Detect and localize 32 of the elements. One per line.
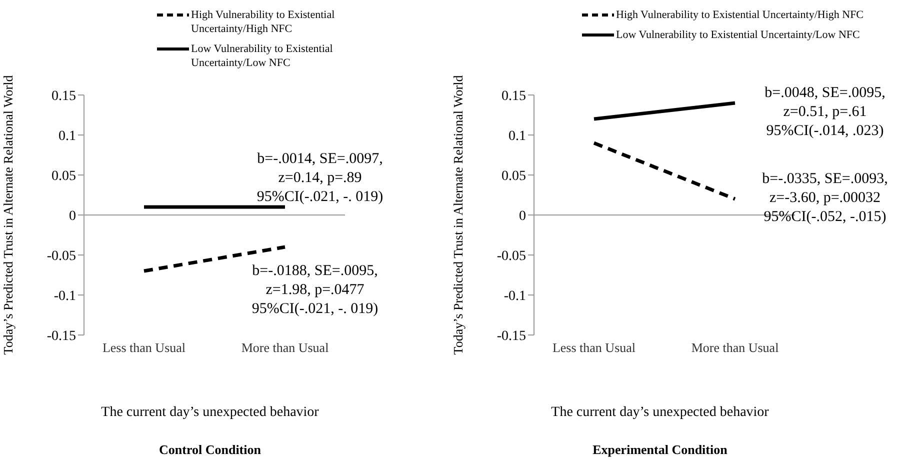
y-tick-label: 0 [519, 208, 526, 224]
y-axis-title: Today’s Predicted Trust in Alternate Relational World [450, 74, 466, 355]
y-tick-label: -0.05 [496, 248, 526, 264]
y-tick-label: -0.1 [54, 288, 76, 304]
y-tick-label: -0.15 [46, 328, 76, 344]
y-tick-label: -0.15 [496, 328, 526, 344]
y-axis-title: Today’s Predicted Trust in Alternate Relational World [0, 74, 16, 355]
y-tick-label: 0 [69, 208, 76, 224]
x-tick-label: Less than Usual [102, 340, 186, 356]
legend-label: Low Vulnerability to Existential Uncertainty/Low NFC [191, 42, 334, 70]
annotation: b=-.0335, SE=.0093, z=-3.60, p=.00032 95%CI(-.052, -.015) [761, 170, 889, 227]
annotation: b=-.0188, SE=.0095, z=1.98, p=.0477 95%CI(-.021, -. 019) [250, 262, 380, 319]
y-tick-label: -0.05 [46, 248, 76, 264]
annotation: b=-.0014, SE=.0097, z=0.14, p=.89 95%CI(-.021, -. 019) [256, 150, 384, 207]
legend-label: High Vulnerability to Existential Uncertainty/High NFC [191, 8, 336, 36]
y-tick-label: 0.05 [52, 168, 76, 184]
y-tick-label: 0.15 [502, 88, 526, 104]
y-tick-label: 0.05 [502, 168, 526, 184]
x-tick-label: Less than Usual [552, 340, 636, 356]
x-axis-title: The current day’s unexpected behavior [550, 405, 770, 421]
y-tick-label: 0.1 [58, 128, 76, 144]
y-tick-label: 0.15 [52, 88, 76, 104]
text: Experimental Condition [592, 442, 728, 458]
x-tick-label: More than Usual [691, 340, 780, 356]
x-tick-label: More than Usual [241, 340, 330, 356]
annotation: b=.0048, SE=.0095, z=0.51, p=.61 95%CI(-.014, .023) [764, 84, 886, 141]
y-tick-label: -0.1 [504, 288, 526, 304]
legend-label: Low Vulnerability to Existential Uncertainty/Low NFC [616, 28, 860, 42]
legend-label: High Vulnerability to Existential Uncertainty/High NFC [616, 8, 864, 22]
y-tick-label: 0.1 [508, 128, 526, 144]
text: Control Condition [158, 442, 262, 458]
x-axis-title: The current day’s unexpected behavior [100, 405, 320, 421]
